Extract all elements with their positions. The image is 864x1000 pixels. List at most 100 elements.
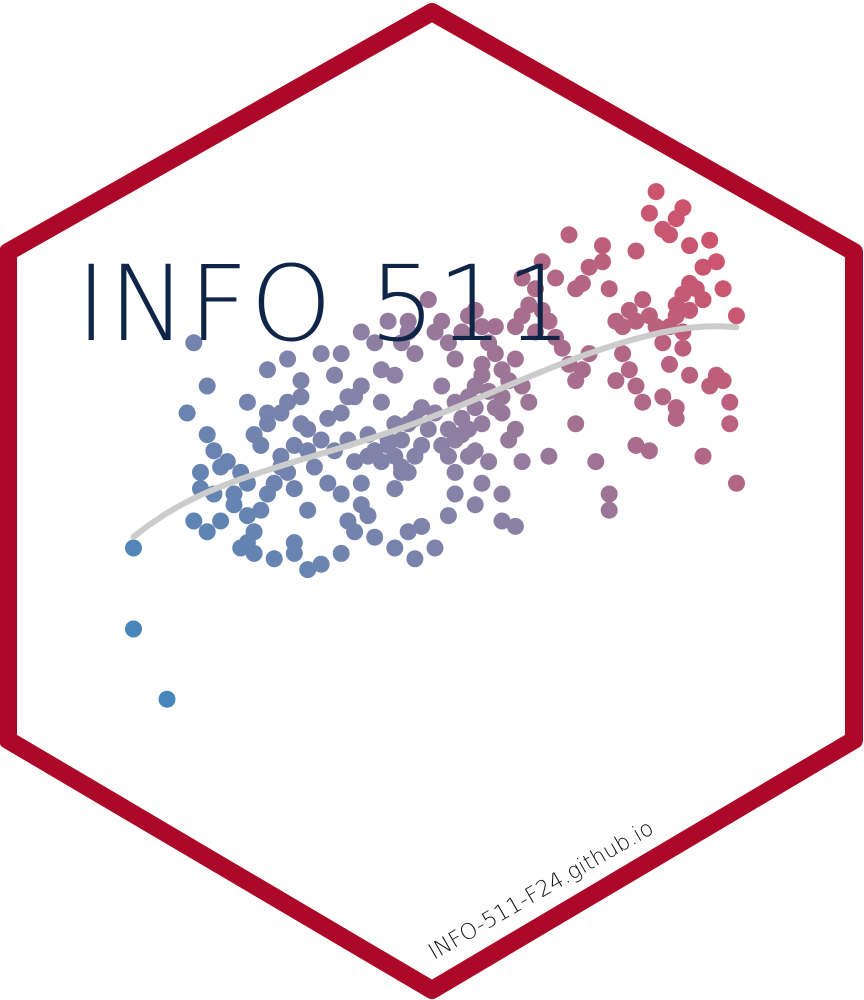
scatter-point — [285, 436, 303, 454]
scatter-point — [433, 377, 451, 395]
scatter-point — [332, 404, 350, 422]
scatter-point — [225, 496, 243, 514]
hexagon-background — [8, 12, 854, 990]
scatter-point — [399, 312, 417, 330]
scatter-point — [379, 436, 397, 454]
scatter-point — [647, 183, 665, 201]
scatter-point — [466, 442, 484, 460]
scatter-point — [594, 237, 611, 255]
scatter-point — [540, 312, 558, 330]
scatter-point — [506, 420, 524, 438]
scatter-point — [332, 485, 350, 503]
scatter-point — [480, 453, 498, 471]
scatter-point — [372, 361, 390, 379]
scatter-point — [694, 258, 712, 276]
scatter-point — [527, 280, 544, 298]
scatter-point — [332, 544, 350, 562]
scatter-point — [406, 345, 424, 363]
scatter-point — [265, 550, 283, 568]
scatter-point — [205, 442, 223, 460]
scatter-point — [486, 318, 504, 336]
scatter-point — [346, 453, 364, 471]
scatter-point — [694, 447, 712, 465]
scatter-point — [600, 501, 618, 519]
scatter-point — [553, 339, 571, 357]
scatter-point — [681, 274, 699, 292]
scatter-point — [587, 453, 605, 471]
scatter-point — [386, 539, 404, 557]
scatter-point — [533, 253, 551, 271]
scatter-point — [681, 301, 699, 319]
scatter-point — [473, 474, 491, 492]
sticker-title: INFO 511 — [76, 243, 574, 365]
scatter-point — [366, 334, 384, 352]
scatter-point — [198, 426, 216, 444]
scatter-point — [701, 231, 719, 249]
scatter-point — [419, 291, 437, 309]
scatter-point — [640, 204, 658, 222]
scatter-point — [714, 372, 732, 390]
trend-line — [130, 323, 740, 540]
scatter-point — [299, 420, 317, 438]
scatter-point — [694, 291, 712, 309]
scatter-point — [292, 372, 310, 390]
scatter-point — [486, 345, 504, 363]
scatter-point — [493, 485, 511, 503]
scatter-point — [527, 323, 544, 341]
scatter-point — [406, 550, 424, 568]
scatter-point — [285, 544, 303, 562]
scatter-point — [567, 415, 585, 433]
scatter-point — [627, 312, 645, 330]
scatter-point — [192, 463, 209, 481]
scatter-point — [466, 496, 484, 514]
scatter-point — [627, 377, 645, 395]
scatter-point — [446, 350, 464, 368]
scatter-point — [640, 442, 658, 460]
scatter-point — [245, 544, 263, 562]
scatter-point — [292, 388, 310, 406]
scatter-point — [185, 334, 203, 352]
scatter-point — [600, 485, 618, 503]
scatter-point — [279, 350, 297, 368]
scatter-point — [393, 431, 410, 449]
scatter-point — [607, 372, 625, 390]
scatter-point — [346, 523, 364, 541]
scatter-point — [359, 507, 377, 525]
scatter-point — [620, 361, 638, 379]
scatter-point — [352, 474, 370, 492]
scatter-point — [178, 404, 196, 422]
scatter-point — [312, 345, 330, 363]
scatter-point — [661, 226, 678, 244]
scatter-point — [728, 474, 745, 492]
scatter-point — [125, 539, 142, 557]
scatter-point — [198, 377, 216, 395]
scatter-point — [252, 436, 270, 454]
scatter-point — [158, 690, 176, 708]
scatter-point — [453, 409, 471, 427]
scatter-point — [513, 453, 531, 471]
scatter-point — [299, 501, 317, 519]
scatter-point — [372, 393, 390, 411]
scatter-point — [413, 399, 431, 417]
scatter-point — [439, 507, 457, 525]
scatter-point — [379, 312, 397, 330]
scatter-point — [466, 301, 484, 319]
scatter-point — [654, 334, 672, 352]
scatter-point — [453, 323, 471, 341]
scatter-point — [560, 226, 578, 244]
scatter-point — [238, 393, 256, 411]
scatter-point — [681, 366, 699, 384]
scatter-point — [627, 436, 645, 454]
scatter-point — [520, 296, 538, 314]
scatter-point — [493, 404, 511, 422]
scatter-point — [259, 485, 276, 503]
scatter-point — [125, 620, 142, 638]
scatter-point — [433, 312, 451, 330]
scatter-point — [352, 323, 370, 341]
scatter-point — [439, 334, 457, 352]
scatter-point — [540, 447, 558, 465]
scatter-point — [419, 420, 437, 438]
scatter-point — [714, 280, 732, 298]
scatter-point — [580, 258, 598, 276]
scatter-point — [473, 318, 491, 336]
